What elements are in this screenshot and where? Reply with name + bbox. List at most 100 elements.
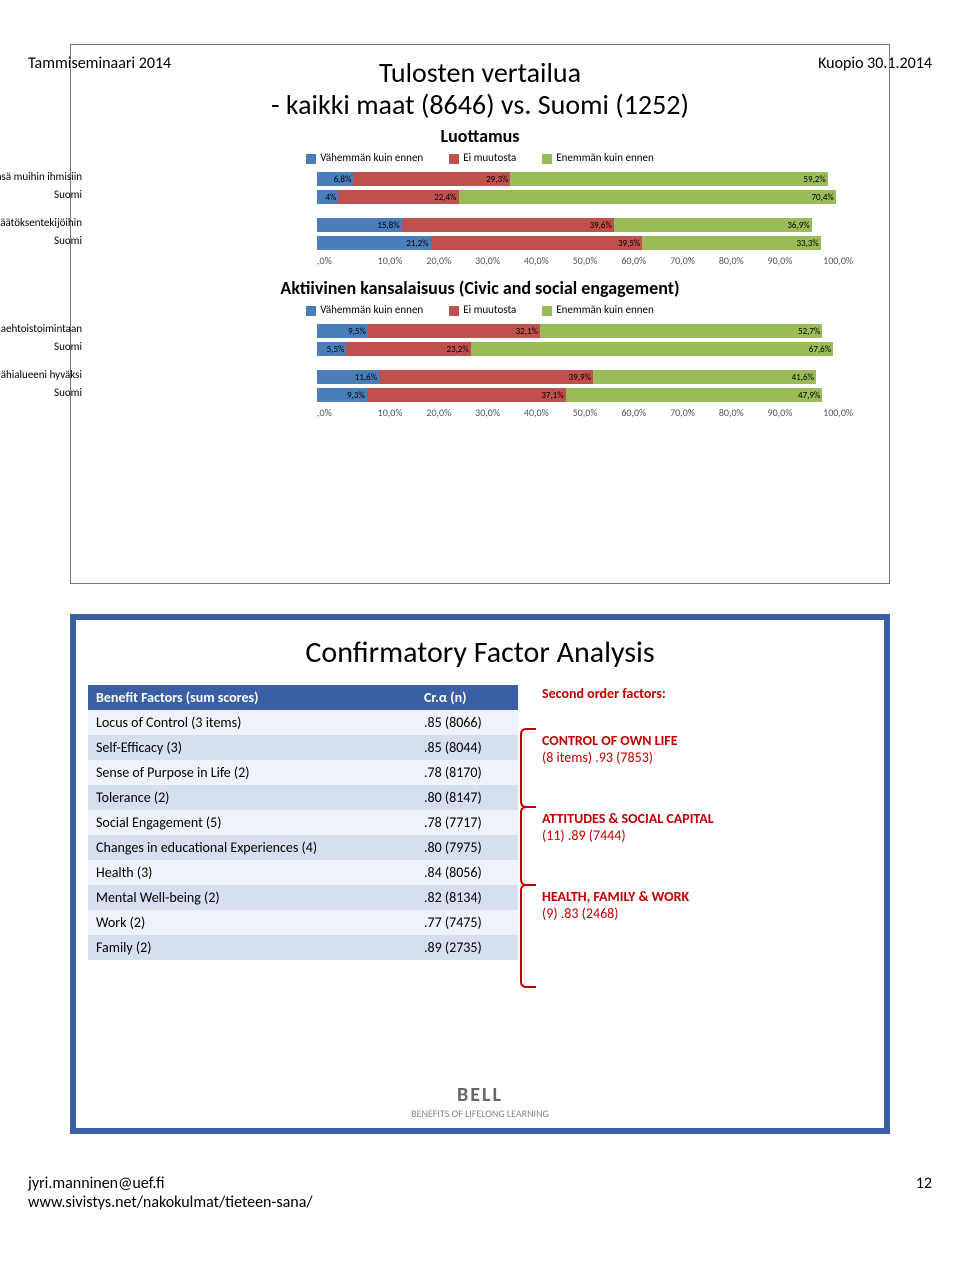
cell-alpha: .82 (8134) (416, 885, 518, 910)
axis-tick: 70,0% (658, 254, 707, 267)
chart-aktiivinen: Aktiivinen kansalaisuus (Civic and socia… (87, 277, 873, 419)
sof-g3-t: HEALTH, FAMILY & WORK (542, 888, 689, 905)
chart-title: Aktiivinen kansalaisuus (Civic and socia… (87, 277, 873, 299)
cell-factor: Work (2) (88, 910, 416, 935)
table-row: Family (2).89 (2735) (88, 935, 518, 960)
cell-factor: Mental Well-being (2) (88, 885, 416, 910)
table-row: Work (2).77 (7475) (88, 910, 518, 935)
table-row: Sense of Purpose in Life (2).78 (8170) (88, 760, 518, 785)
axis-tick: 50,0% (561, 406, 610, 419)
axis-tick: 20,0% (414, 254, 463, 267)
title-line1: Tulosten vertailua (379, 55, 581, 90)
chart-title: Luottamus (87, 125, 873, 147)
slide1-title: Tulosten vertailua - kaikki maat (8646) … (87, 57, 873, 121)
footer-email: jyri.manninen@uef.fi (28, 1174, 313, 1193)
bar-seg: 29,3% (353, 172, 510, 186)
bar-row: 11,6%39,9%41,6% (317, 368, 853, 386)
cell-alpha: .80 (7975) (416, 835, 518, 860)
axis-tick: 30,0% (463, 254, 512, 267)
x-axis: ,0%10,0%20,0%30,0%40,0%50,0%60,0%70,0%80… (317, 406, 853, 419)
sof-g1-s: (8 items) .93 (7853) (542, 749, 653, 766)
bar-label: 20. Luotan yleensä muihin ihmisiin (0, 170, 82, 188)
bar-seg: 52,7% (540, 324, 822, 338)
bar-label: Suomi (0, 234, 82, 252)
cell-alpha: .85 (8066) (416, 710, 518, 735)
table-row: Health (3).84 (8056) (88, 860, 518, 885)
legend-item: Vähemmän kuin ennen (306, 151, 423, 164)
axis-tick: 70,0% (658, 406, 707, 419)
th-alpha: Cr.α (n) (416, 685, 518, 710)
slide2-title: Confirmatory Factor Analysis (88, 634, 872, 671)
bars: 6,8%29,3%59,2%4%22,4%70,4%15,8%39,6%36,9… (317, 170, 853, 267)
table-row: Locus of Control (3 items).85 (8066) (88, 710, 518, 735)
sof-g1-t: CONTROL OF OWN LIFE (542, 732, 678, 749)
chart-luottamus: Luottamus Vähemmän kuin ennen Ei muutosta E… (87, 125, 873, 267)
axis-tick: 50,0% (561, 254, 610, 267)
bar-seg: 39,5% (431, 236, 643, 250)
page-footer: jyri.manninen@uef.fi www.sivistys.net/na… (28, 1174, 932, 1212)
bar-labels: 21. Voisin osallistua vapaaehtoistoimint… (0, 322, 82, 404)
legend-item: Ei muutosta (449, 303, 516, 316)
table-row: Social Engagement (5).78 (7717) (88, 810, 518, 835)
axis-tick: 60,0% (609, 406, 658, 419)
bar-row: 5,5%23,2%67,6% (317, 340, 853, 358)
chart-legend: Vähemmän kuin ennen Ei muutosta Enemmän ku… (87, 151, 873, 164)
cell-alpha: .78 (8170) (416, 760, 518, 785)
table-row: Self-Efficacy (3).85 (8044) (88, 735, 518, 760)
bar-seg: 39,9% (379, 370, 593, 384)
axis-tick: 40,0% (512, 254, 561, 267)
bar-label: 21. Voisin osallistua vapaaehtoistoimint… (0, 322, 82, 340)
cell-factor: Family (2) (88, 935, 416, 960)
bar-label: 14. Luotan päätöksentekijöihin (0, 216, 82, 234)
sof-g1: CONTROL OF OWN LIFE (8 items) .93 (7853) (542, 732, 872, 766)
bar-seg: 15,8% (317, 218, 402, 232)
cell-alpha: .80 (8147) (416, 785, 518, 810)
title-line2: - kaikki maat (8646) vs. Suomi (1252) (271, 87, 689, 122)
bar-seg: 11,6% (317, 370, 379, 384)
bell-sub: BENEFITS OF LIFELONG LEARNING (411, 1107, 549, 1120)
axis-tick: 100,0% (804, 254, 853, 267)
table-row: Mental Well-being (2).82 (8134) (88, 885, 518, 910)
legend-item: Enemmän kuin ennen (542, 151, 653, 164)
axis-tick: 80,0% (707, 406, 756, 419)
axis-tick: 20,0% (414, 406, 463, 419)
bar-label: 4. Toimin aktiivisesti lähialueeni hyväk… (0, 368, 82, 386)
cell-factor: Locus of Control (3 items) (88, 710, 416, 735)
bar-seg: 59,2% (510, 172, 827, 186)
sof-g2-s: (11) .89 (7444) (542, 827, 626, 844)
legend-item: Vähemmän kuin ennen (306, 303, 423, 316)
legend-item: Ei muutosta (449, 151, 516, 164)
bar-seg: 67,6% (471, 342, 833, 356)
sof-g2-t: ATTITUDES & SOCIAL CAPITAL (542, 810, 714, 827)
axis-tick: 80,0% (707, 254, 756, 267)
bar-row: 9,3%37,1%47,9% (317, 386, 853, 404)
bar-label: Suomi (0, 340, 82, 358)
legend-item: Enemmän kuin ennen (542, 303, 653, 316)
bar-seg: 47,9% (566, 388, 823, 402)
axis-tick: 60,0% (609, 254, 658, 267)
sof-g2: ATTITUDES & SOCIAL CAPITAL (11) .89 (744… (542, 810, 872, 844)
sof-g3: HEALTH, FAMILY & WORK (9) .83 (2468) (542, 888, 872, 922)
bar-seg: 9,5% (317, 324, 368, 338)
axis-tick: ,0% (317, 406, 366, 419)
bar-seg: 9,3% (317, 388, 367, 402)
cell-alpha: .89 (2735) (416, 935, 518, 960)
bar-row: 9,5%32,1%52,7% (317, 322, 853, 340)
cell-factor: Health (3) (88, 860, 416, 885)
axis-tick: 90,0% (756, 254, 805, 267)
cell-factor: Self-Efficacy (3) (88, 735, 416, 760)
cell-factor: Tolerance (2) (88, 785, 416, 810)
chart-legend: Vähemmän kuin ennen Ei muutosta Enemmän ku… (87, 303, 873, 316)
cell-alpha: .78 (7717) (416, 810, 518, 835)
footer-url: www.sivistys.net/nakokulmat/tieteen-sana… (28, 1193, 313, 1212)
x-axis: ,0%10,0%20,0%30,0%40,0%50,0%60,0%70,0%80… (317, 254, 853, 267)
bar-row: 15,8%39,6%36,9% (317, 216, 853, 234)
bar-seg: 41,6% (593, 370, 816, 384)
bar-seg: 39,6% (402, 218, 614, 232)
bar-seg: 22,4% (338, 190, 458, 204)
bar-seg: 32,1% (368, 324, 540, 338)
bar-row: 6,8%29,3%59,2% (317, 170, 853, 188)
bar-seg: 21,2% (317, 236, 431, 250)
bar-seg: 23,2% (346, 342, 470, 356)
benefit-table: Benefit Factors (sum scores) Cr.α (n) Lo… (88, 685, 518, 960)
